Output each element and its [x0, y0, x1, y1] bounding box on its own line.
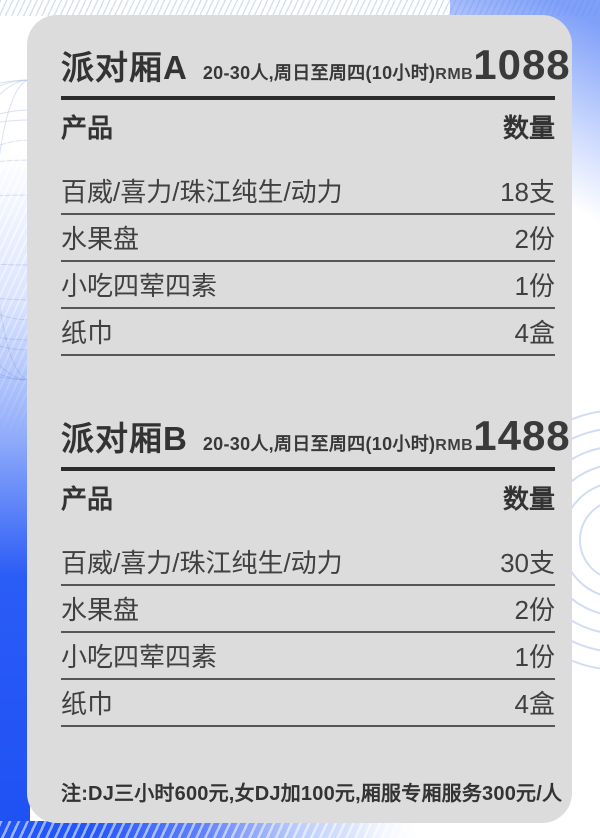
room-b-price: RMB 1488: [435, 412, 570, 460]
product-name: 百威/喜力/珠江纯生/动力: [61, 177, 343, 207]
room-b-capacity: 20-30人,周日至周四(10小时): [202, 434, 436, 454]
room-b-rows: 百威/喜力/珠江纯生/动力 30支 水果盘 2份 小吃四荤四素 1份 纸巾 4盒: [61, 539, 555, 727]
price-value: 1088: [473, 41, 571, 88]
footnote: 注:DJ三小时600元,女DJ加100元,厢服专厢服务300元/人: [61, 783, 563, 805]
price-card: 派对厢A 20-30人,周日至周四(10小时) RMB 1088 产品 数量 百…: [27, 15, 572, 823]
room-b-title: 派对厢B: [61, 420, 188, 457]
product-name: 纸巾: [61, 689, 114, 719]
quantity-value: 4盒: [514, 318, 555, 348]
column-header-quantity: 数量: [502, 484, 555, 514]
bottom-blue-stripes-band: [0, 821, 600, 838]
left-stripes-decoration: [0, 140, 30, 440]
column-header-product: 产品: [61, 484, 114, 514]
room-b-section: 派对厢B 20-30人,周日至周四(10小时) RMB 1488 产品 数量 百…: [61, 412, 570, 727]
currency-label: RMB: [435, 437, 474, 454]
header-divider: [61, 96, 555, 100]
quantity-value: 2份: [514, 595, 555, 625]
room-a-rows: 百威/喜力/珠江纯生/动力 18支 水果盘 2份 小吃四荤四素 1份 纸巾 4盒: [61, 168, 555, 356]
product-name: 百威/喜力/珠江纯生/动力: [61, 548, 343, 578]
product-name: 纸巾: [61, 318, 114, 348]
table-row: 水果盘 2份: [61, 215, 555, 262]
product-name: 小吃四荤四素: [61, 642, 218, 672]
table-row: 百威/喜力/珠江纯生/动力 18支: [61, 168, 555, 215]
product-name: 水果盘: [61, 595, 140, 625]
table-row: 纸巾 4盒: [61, 680, 555, 727]
header-divider: [61, 467, 555, 471]
currency-label: RMB: [435, 66, 474, 83]
room-a-price: RMB 1088: [435, 41, 570, 89]
quantity-value: 1份: [514, 271, 555, 301]
price-value: 1488: [473, 412, 571, 459]
quantity-value: 18支: [500, 177, 555, 207]
column-headers: 产品 数量: [61, 100, 555, 143]
room-a-capacity: 20-30人,周日至周四(10小时): [202, 63, 436, 83]
quantity-value: 30支: [500, 548, 555, 578]
column-headers: 产品 数量: [61, 471, 555, 514]
product-name: 小吃四荤四素: [61, 271, 218, 301]
room-a-header: 派对厢A 20-30人,周日至周四(10小时) RMB 1088: [61, 41, 570, 89]
diagonal-stripes-top-decoration: [0, 0, 600, 16]
table-row: 百威/喜力/珠江纯生/动力 30支: [61, 539, 555, 586]
room-b-header: 派对厢B 20-30人,周日至周四(10小时) RMB 1488: [61, 412, 570, 460]
quantity-value: 4盒: [514, 689, 555, 719]
product-name: 水果盘: [61, 224, 140, 254]
quantity-value: 1份: [514, 642, 555, 672]
table-row: 水果盘 2份: [61, 586, 555, 633]
column-header-quantity: 数量: [502, 113, 555, 143]
table-row: 小吃四荤四素 1份: [61, 262, 555, 309]
table-row: 纸巾 4盒: [61, 309, 555, 356]
column-header-product: 产品: [61, 113, 114, 143]
left-blue-gradient-band: [0, 150, 30, 838]
quantity-value: 2份: [514, 224, 555, 254]
table-row: 小吃四荤四素 1份: [61, 633, 555, 680]
room-a-title: 派对厢A: [61, 49, 188, 86]
room-a-section: 派对厢A 20-30人,周日至周四(10小时) RMB 1088 产品 数量 百…: [61, 41, 570, 356]
